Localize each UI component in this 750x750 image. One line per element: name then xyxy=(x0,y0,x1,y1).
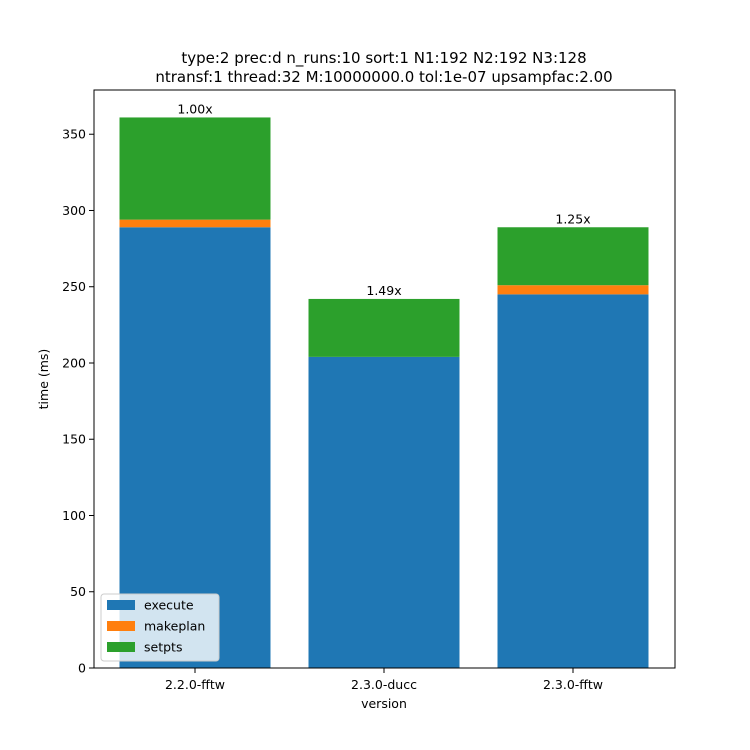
y-tick-label-3: 150 xyxy=(62,432,86,447)
y-tick-label-6: 300 xyxy=(62,203,86,218)
bar-execute-2 xyxy=(497,294,649,668)
chart-title: type:2 prec:d n_runs:10 sort:1 N1:192 N2… xyxy=(155,49,612,86)
x-axis-label: version xyxy=(361,696,407,711)
chart-title-line-1: type:2 prec:d n_runs:10 sort:1 N1:192 N2… xyxy=(181,49,586,68)
y-axis-label: time (ms) xyxy=(36,349,51,410)
x-tick-label-0: 2.2.0-fftw xyxy=(165,677,225,692)
legend-label-execute: execute xyxy=(144,598,194,613)
y-tick-label-5: 250 xyxy=(62,279,86,294)
legend: execute makeplan setpts xyxy=(100,593,220,662)
x-axis: 2.2.0-fftw 2.3.0-ducc 2.3.0-fftw xyxy=(165,668,603,692)
bar-labels-layer: 1.00x 1.49x 1.25x xyxy=(177,101,590,297)
bar-execute-1 xyxy=(308,356,460,668)
bar-makeplan-2 xyxy=(497,285,649,295)
legend-label-setpts: setpts xyxy=(144,640,182,655)
legend-swatch-setpts xyxy=(107,642,135,652)
bar-setpts-0 xyxy=(119,117,271,220)
y-tick-label-2: 100 xyxy=(62,508,86,523)
legend-swatch-execute xyxy=(107,600,135,610)
y-tick-label-7: 350 xyxy=(62,127,86,142)
x-tick-label-2: 2.3.0-fftw xyxy=(543,677,603,692)
bar-setpts-1 xyxy=(308,298,460,357)
bar-makeplan-0 xyxy=(119,219,271,228)
legend-swatch-makeplan xyxy=(107,621,135,631)
bar-total-label-0: 1.00x xyxy=(177,101,212,116)
bars-layer xyxy=(119,117,649,669)
y-axis: 0 50 100 150 200 250 300 350 xyxy=(62,127,94,676)
bar-total-label-1: 1.49x xyxy=(366,283,401,298)
x-tick-label-1: 2.3.0-ducc xyxy=(351,677,417,692)
legend-label-makeplan: makeplan xyxy=(144,619,205,634)
bar-setpts-2 xyxy=(497,227,649,286)
y-tick-label-4: 200 xyxy=(62,355,86,370)
chart-title-line-2: ntransf:1 thread:32 M:10000000.0 tol:1e-… xyxy=(155,68,612,86)
bar-total-label-2: 1.25x xyxy=(555,211,590,226)
y-tick-label-0: 0 xyxy=(78,661,86,676)
y-tick-label-1: 50 xyxy=(70,584,86,599)
